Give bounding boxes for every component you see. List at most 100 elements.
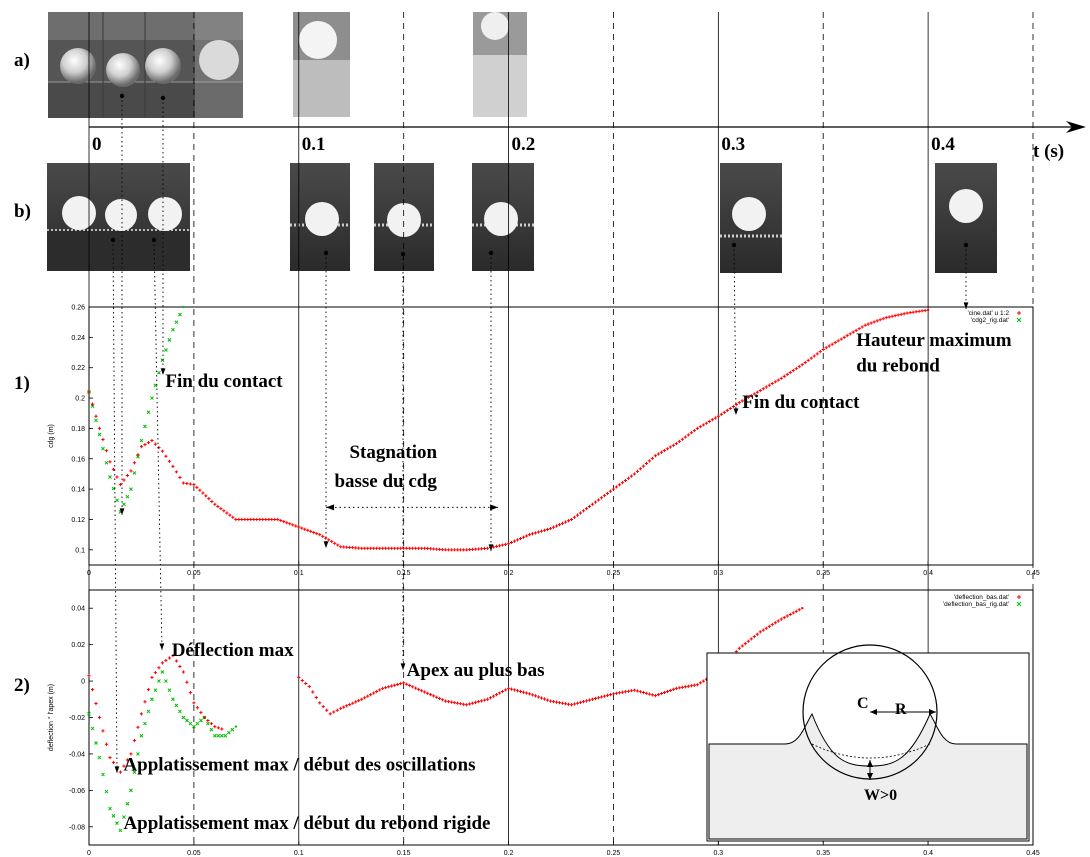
data-point <box>252 517 256 522</box>
data-point <box>506 542 511 546</box>
inset-radius-label: R <box>895 701 907 718</box>
data-point <box>429 693 433 697</box>
data-point <box>122 764 126 768</box>
legend-entry: 'deflection_bas.dat' <box>954 594 1009 601</box>
data-point <box>527 692 532 696</box>
data-point <box>764 626 768 630</box>
data-point <box>297 675 301 680</box>
x-tick-label: 0.25 <box>607 570 621 577</box>
data-point <box>866 322 870 326</box>
data-point <box>815 352 819 356</box>
data-point <box>432 694 436 698</box>
photo-a1 <box>48 12 243 118</box>
x-tick-label: 0.25 <box>607 850 621 857</box>
data-point <box>653 694 657 698</box>
data-point <box>668 688 672 693</box>
data-point <box>174 703 179 708</box>
data-point <box>87 712 91 716</box>
data-point <box>234 725 238 728</box>
photo-leader-arrow <box>119 508 125 515</box>
data-point <box>402 546 406 550</box>
data-point <box>656 693 660 697</box>
data-point <box>533 531 538 535</box>
y-tick-label: 0.02 <box>71 642 85 649</box>
data-point <box>213 725 217 729</box>
data-point <box>632 472 637 476</box>
data-point <box>599 496 604 500</box>
data-point <box>503 542 508 547</box>
data-point <box>171 327 175 332</box>
data-point <box>569 517 574 522</box>
data-point <box>94 418 98 423</box>
inset-floor <box>708 712 1028 840</box>
data-point <box>167 459 172 463</box>
legend-entry: 'deflection_bas_rig.dat' <box>943 601 1009 608</box>
data-point <box>911 310 915 314</box>
data-point <box>199 711 203 715</box>
data-point <box>812 354 816 358</box>
data-point <box>87 674 91 678</box>
data-point <box>125 801 130 806</box>
data-point <box>614 485 619 489</box>
data-point <box>878 318 882 322</box>
data-point <box>192 701 196 705</box>
data-point <box>722 410 726 414</box>
data-point <box>671 687 675 691</box>
data-point <box>596 696 601 700</box>
data-point <box>521 535 526 539</box>
data-point <box>611 692 616 696</box>
y-tick-label: 0 <box>81 679 85 686</box>
photo-leader-arrow <box>114 766 120 773</box>
data-point <box>620 690 625 694</box>
data-point <box>429 547 433 551</box>
data-point <box>143 721 147 726</box>
data-point <box>426 546 430 551</box>
x-tick-label: 0.05 <box>187 570 201 577</box>
photo-b1 <box>47 163 190 271</box>
data-point <box>500 543 505 547</box>
data-point <box>94 741 98 745</box>
data-point <box>887 315 891 319</box>
data-point <box>776 378 780 382</box>
data-point <box>348 545 352 550</box>
data-point <box>115 498 119 503</box>
data-point <box>206 718 210 723</box>
photo-leader-arrow <box>160 368 166 375</box>
data-point <box>348 702 352 707</box>
data-point <box>731 404 735 409</box>
x-tick-label: 0.35 <box>816 570 830 577</box>
photo-leader-line <box>112 239 118 774</box>
panel-2: 0 0.05 0.1 0.15 0.2 0.25 0.3 0.35 0.4 0.45 -0.08 -0… <box>47 589 1040 857</box>
data-point <box>764 385 768 389</box>
data-point <box>209 721 213 726</box>
time-tick-label: 0.4 <box>931 134 955 155</box>
data-point <box>136 725 140 729</box>
data-point <box>291 523 295 527</box>
data-point <box>650 693 655 697</box>
row-label-a: a) <box>14 50 30 71</box>
data-point <box>125 494 130 499</box>
data-point <box>435 547 439 551</box>
annotation-basse-cdg: basse du cdg <box>334 471 437 492</box>
data-point <box>195 485 199 489</box>
data-point <box>97 426 102 431</box>
data-point <box>188 482 192 486</box>
data-point <box>680 685 684 689</box>
data-point <box>671 443 675 447</box>
data-point <box>698 681 702 685</box>
y-tick-label: 0.18 <box>71 426 85 433</box>
data-point <box>596 498 601 502</box>
data-point <box>339 545 343 549</box>
annotation-fin-contact-1: Fin du contact <box>165 371 283 392</box>
data-point <box>360 697 364 701</box>
data-point <box>746 639 750 643</box>
data-point <box>602 694 607 698</box>
data-point <box>512 539 517 543</box>
y-tick-label: -0.08 <box>69 824 85 831</box>
data-point <box>108 460 112 464</box>
data-point <box>920 309 924 313</box>
y-tick-label: 0.12 <box>71 517 85 524</box>
data-point <box>740 644 744 648</box>
data-point <box>276 517 280 522</box>
